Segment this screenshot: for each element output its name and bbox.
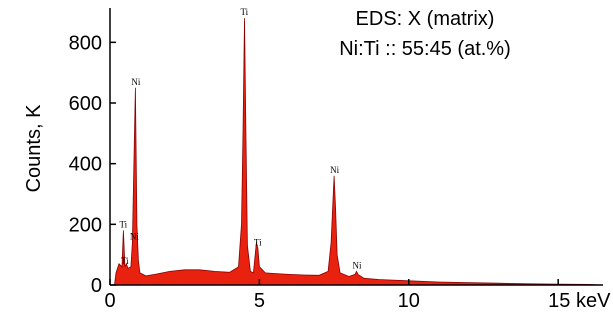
y-axis: 0 200 400 600 800 [69, 8, 116, 297]
peak-label: Ni [130, 232, 139, 242]
peak-label: Ni [353, 260, 362, 270]
y-axis-label: Counts, K [23, 104, 45, 192]
peak-label: Ni [330, 165, 339, 175]
y-tick-label: 400 [69, 154, 102, 176]
x-axis: 0 5 10 15 keV [104, 279, 611, 312]
y-tick-label: 600 [69, 93, 102, 115]
peak-label: Ti [121, 256, 129, 266]
y-tick-label: 0 [91, 275, 102, 297]
chart-title: EDS: X (matrix) [356, 8, 495, 30]
y-tick-label: 200 [69, 214, 102, 236]
peak-label: Ti [240, 7, 248, 17]
peak-label: Ti [254, 238, 262, 248]
y-tick-label: 800 [69, 32, 102, 54]
chart-subtitle: Ni:Ti :: 55:45 (at.%) [339, 38, 511, 60]
x-tick-label: 0 [104, 290, 115, 312]
plot-area [114, 18, 604, 286]
peak-label: Ni [131, 77, 140, 87]
spectrum-area-0 [114, 18, 604, 286]
x-tick-label: 15 keV [548, 290, 611, 312]
peak-label: Ti [119, 219, 127, 229]
x-tick-label: 5 [254, 290, 265, 312]
x-tick-label: 10 [398, 290, 420, 312]
